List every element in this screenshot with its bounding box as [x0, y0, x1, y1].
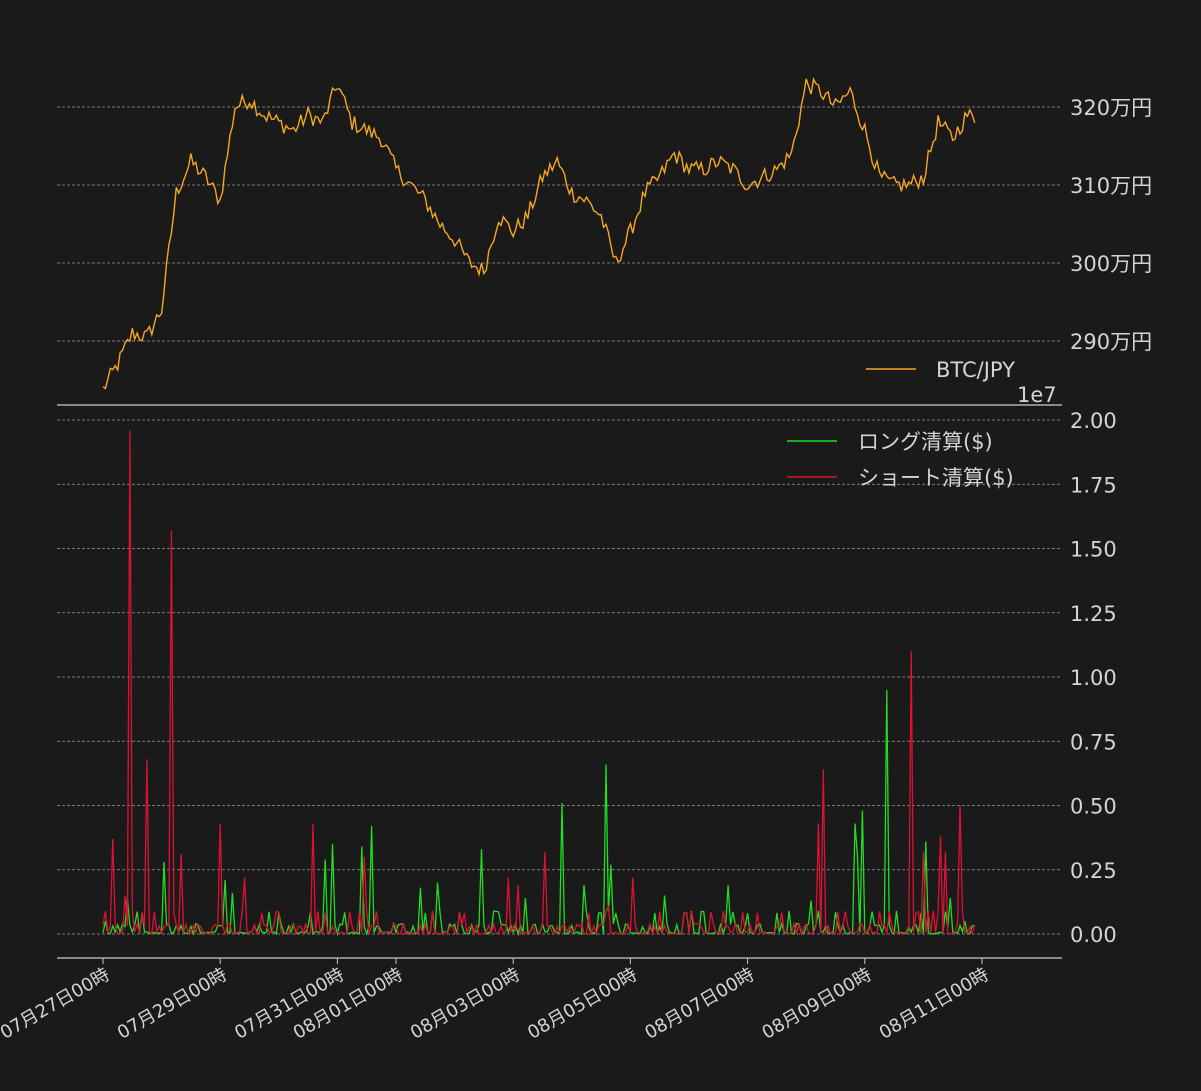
price-y-tick-label: 290万円 [1070, 330, 1152, 354]
liquidation-y-tick-label: 2.00 [1070, 409, 1117, 433]
btc-jpy-line [102, 76, 976, 390]
price-panel: 290万円 300万円 310万円 320万円 BTC/JPY [57, 76, 1152, 390]
price-y-ticks: 290万円 300万円 310万円 320万円 [1070, 96, 1152, 354]
price-grid [57, 106, 1062, 342]
liquidation-y-tick-label: 0.00 [1070, 923, 1117, 947]
long-legend-label: ロング清算($) [858, 430, 993, 454]
liquidation-y-tick-label: 1.25 [1070, 602, 1117, 626]
liquidation-y-tick-label: 1.50 [1070, 538, 1117, 562]
short-liquidation-line [102, 430, 976, 937]
price-legend: BTC/JPY [866, 358, 1015, 382]
offset-text: 1e7 [1017, 383, 1057, 407]
liquidation-legend: ロング清算($) ショート清算($) [787, 430, 1014, 490]
liquidation-y-tick-label: 1.00 [1070, 666, 1117, 690]
short-legend-label: ショート清算($) [858, 466, 1014, 490]
liquidation-y-tick-label: 1.75 [1070, 473, 1117, 497]
btc-legend-label: BTC/JPY [936, 358, 1015, 382]
price-y-tick-label: 320万円 [1070, 96, 1152, 120]
liquidation-y-ticks: 0.00 0.25 0.50 0.75 1.00 1.25 1.50 1.75 2.00 [1070, 409, 1117, 947]
price-y-tick-label: 300万円 [1070, 252, 1152, 276]
liquidation-y-tick-label: 0.25 [1070, 859, 1117, 883]
liquidation-y-tick-label: 0.50 [1070, 795, 1117, 819]
liquidation-y-tick-label: 0.75 [1070, 730, 1117, 754]
price-y-tick-label: 310万円 [1070, 174, 1152, 198]
